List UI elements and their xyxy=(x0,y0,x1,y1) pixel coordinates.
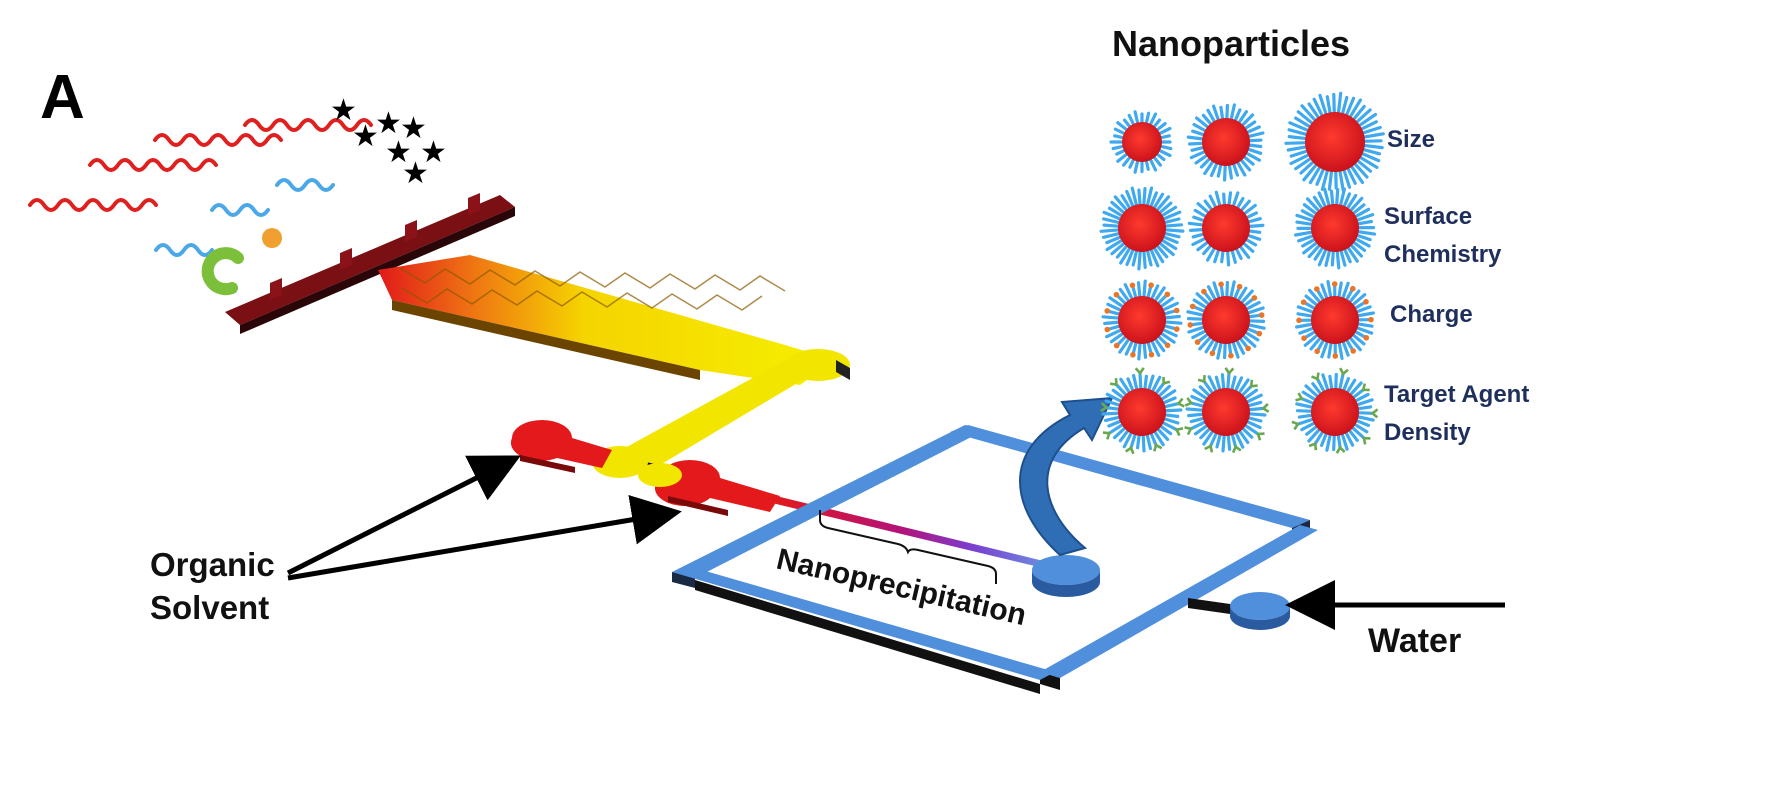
row-label-size: Size xyxy=(1387,126,1435,153)
nanoparticle-grid xyxy=(1099,91,1385,455)
inlet-upper xyxy=(510,420,612,468)
row-label-surface: Surface xyxy=(1384,203,1472,230)
polymer-chain-1-blue xyxy=(154,243,214,257)
organic-inlets xyxy=(510,420,780,516)
polymer-chains xyxy=(28,118,373,257)
mixing-stream xyxy=(772,495,1060,572)
nanoparticle-charge xyxy=(1186,280,1266,360)
panel-label: A xyxy=(40,63,85,132)
nanoparticle-target xyxy=(1291,367,1379,454)
row-label-charge: Charge xyxy=(1390,301,1473,328)
nanoparticle-size xyxy=(1284,91,1385,192)
drug-sphere-icon xyxy=(262,228,282,248)
star-icon: ★ xyxy=(385,136,412,169)
outlet xyxy=(1032,555,1100,585)
nanoparticle-size xyxy=(1186,103,1265,182)
blue-channel-frame xyxy=(672,425,1318,694)
flow-arrow-icon xyxy=(1019,396,1114,557)
row-label-chemistry: Chemistry xyxy=(1384,241,1502,268)
nanoparticle-charge xyxy=(1294,280,1376,360)
star-icon: ★ xyxy=(402,157,429,190)
row-label-target: Target Agent xyxy=(1384,381,1529,408)
polymer-chain-3 xyxy=(153,133,283,147)
star-icon: ★ xyxy=(420,136,447,169)
polymer-chain-2-blue xyxy=(210,203,270,217)
solvent-arrows xyxy=(286,455,682,581)
nanoparticle-surface xyxy=(1099,186,1185,271)
nanoparticle-surface xyxy=(1187,190,1265,267)
polymer-chain-4 xyxy=(243,118,373,132)
nanoparticle-charge xyxy=(1101,279,1183,361)
synthesis-base xyxy=(225,193,515,334)
nanoparticle-target xyxy=(1184,367,1270,454)
star-icon: ★ xyxy=(375,107,402,140)
targeting-ligand-icon xyxy=(201,247,244,296)
polymer-chain-1 xyxy=(28,198,158,212)
organic-solvent-label-line1: Organic xyxy=(150,546,275,583)
nanoparticle-surface xyxy=(1293,187,1377,270)
row-label-density: Density xyxy=(1384,419,1471,446)
nanoparticle-size xyxy=(1109,110,1173,174)
polymer-chain-3-blue xyxy=(275,178,335,192)
drug-molecules: ★ ★ ★ ★ ★ ★ ★ xyxy=(330,94,447,190)
nanoparticles-title: Nanoparticles xyxy=(1112,23,1350,64)
herringbone-mixer xyxy=(378,255,835,385)
star-icon: ★ xyxy=(330,94,357,127)
nanoprecipitation-brace xyxy=(819,510,997,584)
polymer-chain-2 xyxy=(88,158,218,172)
water-inlet xyxy=(1230,592,1290,620)
inlet-lower xyxy=(654,460,780,512)
water-label: Water xyxy=(1368,622,1461,660)
star-icon: ★ xyxy=(400,112,427,145)
star-icon: ★ xyxy=(352,120,379,153)
nanoparticle-target xyxy=(1100,367,1185,455)
organic-solvent-label-line2: Solvent xyxy=(150,589,269,626)
